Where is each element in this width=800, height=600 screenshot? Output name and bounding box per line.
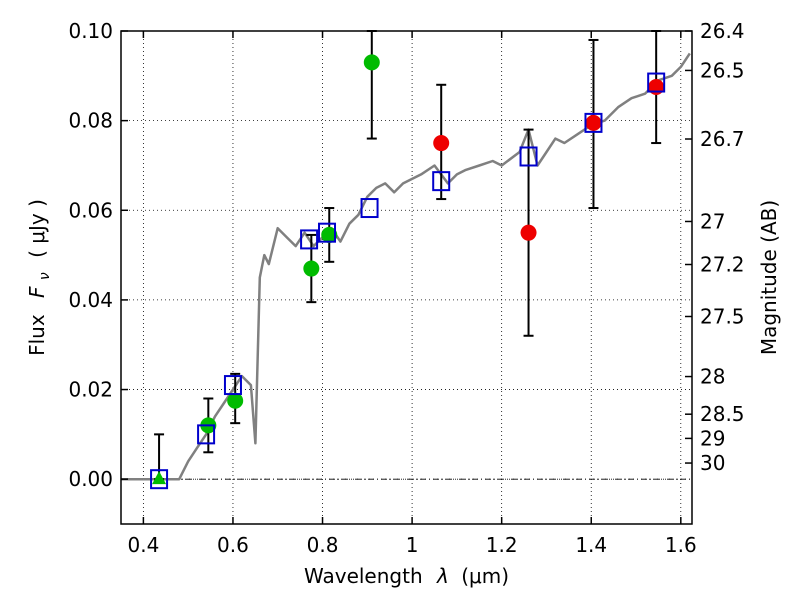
model-box	[647, 72, 666, 93]
y2-tick-label: 26.7	[700, 127, 745, 151]
y2-tick-label: 30	[700, 451, 725, 475]
data-point-green	[363, 54, 380, 71]
model-box	[318, 222, 337, 243]
y2-tick-label: 28	[700, 365, 725, 389]
data-point-green	[303, 260, 320, 277]
x-axis-label: Wavelength λ (μm)	[304, 564, 509, 588]
y2-tick-label: 27.5	[700, 304, 745, 328]
y2-tick-label: 28.5	[700, 402, 745, 426]
y-tick-label: 0.10	[68, 19, 113, 43]
model-box	[584, 112, 603, 133]
model-box	[223, 375, 242, 396]
y2-axis-label: Magnitude (AB)	[757, 200, 781, 355]
x-axis-label-units: (μm)	[461, 564, 509, 588]
y-axis-label-units: ( μJy )	[25, 199, 49, 258]
x-tick-label: 1.4	[575, 533, 607, 557]
model-box	[519, 146, 538, 167]
data-point-green	[227, 392, 244, 409]
y-axis-ticks: 0.00 0.02 0.04 0.06 0.08 0.10	[68, 19, 128, 491]
y2-tick-label: 27	[700, 209, 725, 233]
data-point-triangle	[152, 471, 167, 485]
x-tick-label: 1	[406, 533, 419, 557]
grid	[121, 30, 692, 524]
model-box	[150, 469, 169, 490]
plot-frame	[120, 30, 693, 525]
model-box	[300, 229, 319, 250]
x-tick-label: 0.6	[217, 533, 249, 557]
y2-tick-label: 27.2	[700, 253, 745, 277]
y-tick-label: 0.02	[68, 378, 113, 402]
y-tick-label: 0.08	[68, 109, 113, 133]
y2-tick-label: 29	[700, 426, 725, 450]
y-axis-label-text: Flux	[25, 314, 49, 356]
data-point-red	[585, 114, 602, 131]
x-axis-ticks: 0.4 0.6 0.8 1 1.2 1.4 1.6	[127, 31, 697, 557]
x-tick-label: 1.6	[665, 533, 697, 557]
y-axis-label-math-sub: ν	[37, 272, 53, 280]
x-tick-label: 1.2	[486, 533, 518, 557]
model-photometry-boxes	[150, 72, 666, 490]
data-point-red	[648, 79, 665, 96]
model-box	[360, 198, 379, 219]
model-box	[197, 424, 216, 445]
y-axis-label: Flux F ν ( μJy )	[25, 199, 54, 356]
y-tick-label: 0.00	[68, 467, 113, 491]
y-tick-label: 0.04	[68, 288, 113, 312]
data-point-red	[433, 135, 450, 152]
error-bars	[154, 30, 662, 481]
x-tick-label: 0.8	[307, 533, 339, 557]
data-point-red	[520, 224, 537, 241]
x-tick-label: 0.4	[127, 533, 159, 557]
y2-tick-label: 26.5	[700, 58, 745, 82]
y2-tick-label: 26.4	[700, 19, 745, 43]
y-tick-label: 0.06	[68, 198, 113, 222]
model-box	[432, 171, 451, 192]
x-axis-label-math: λ	[436, 564, 449, 588]
y-axis-label-math: F	[25, 286, 49, 298]
data-markers	[152, 54, 665, 485]
template-spectrum-line	[121, 52, 691, 481]
x-axis-label-text: Wavelength	[304, 564, 423, 588]
data-point-green	[321, 226, 338, 243]
